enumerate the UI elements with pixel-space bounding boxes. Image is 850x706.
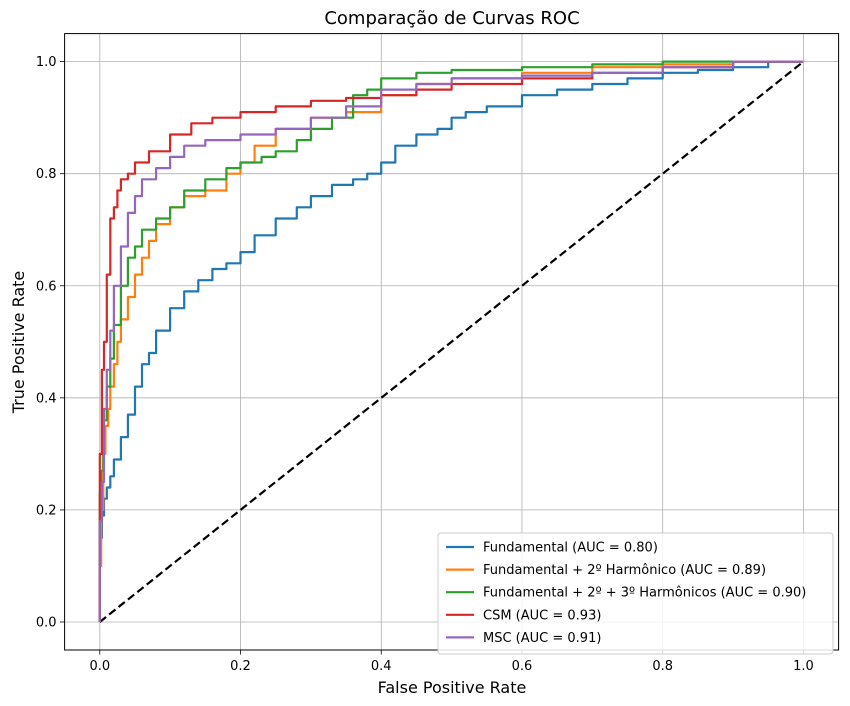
y-tick-label: 0.0 bbox=[36, 615, 57, 630]
y-tick-label: 0.4 bbox=[36, 391, 57, 406]
y-tick-label: 0.6 bbox=[36, 279, 57, 294]
x-tick-label: 0.2 bbox=[230, 659, 251, 674]
series-line-5 bbox=[98, 60, 804, 622]
legend-box bbox=[437, 532, 834, 655]
x-tick-label: 0.4 bbox=[371, 659, 392, 674]
chart-title: Comparação de Curvas ROC bbox=[324, 8, 579, 29]
y-axis-label: True Positive Rate bbox=[9, 271, 28, 415]
legend-entry-label: CSM (AUC = 0.93) bbox=[483, 608, 601, 623]
x-tick-label: 0.0 bbox=[89, 659, 110, 674]
ticks: 0.0 0.2 0.4 0.6 0.8 1.0 0.0 0.2 0.4 0.6 0.8 1.0 bbox=[36, 55, 814, 674]
series-line-4 bbox=[98, 60, 804, 622]
legend-entry-label: Fundamental + 2º Harmônico (AUC = 0.89) bbox=[483, 563, 766, 578]
series-line-1 bbox=[98, 60, 804, 622]
grid bbox=[64, 33, 839, 650]
x-tick-label: 1.0 bbox=[793, 659, 814, 674]
x-tick-label: 0.6 bbox=[512, 659, 533, 674]
y-tick-label: 0.8 bbox=[36, 167, 57, 182]
legend: Fundamental (AUC = 0.80) Fundamental + 2º… bbox=[437, 532, 834, 655]
series-line-3 bbox=[98, 60, 804, 622]
y-tick-label: 0.2 bbox=[36, 503, 57, 518]
reference-line-layer bbox=[99, 60, 805, 623]
reference-diagonal-line bbox=[99, 60, 805, 623]
legend-entry-label: MSC (AUC = 0.91) bbox=[483, 631, 601, 646]
y-tick-label: 1.0 bbox=[36, 55, 57, 70]
x-axis-label: False Positive Rate bbox=[378, 678, 527, 697]
legend-entry-label: Fundamental (AUC = 0.80) bbox=[483, 541, 658, 556]
x-tick-label: 0.8 bbox=[652, 659, 673, 674]
series-layer bbox=[98, 60, 804, 622]
legend-entry-label: Fundamental + 2º + 3º Harmônicos (AUC = … bbox=[483, 586, 806, 601]
